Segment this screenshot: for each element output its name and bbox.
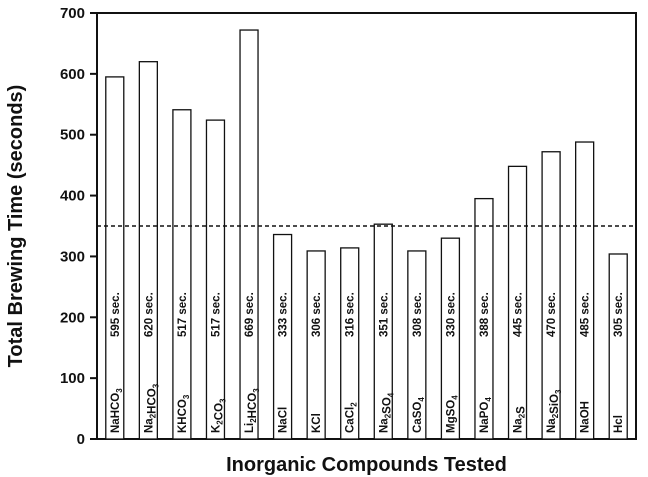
bar-value-label: 517 sec. <box>177 292 189 337</box>
bar-group: KHCO3 517 sec. <box>172 109 192 440</box>
bar-value-label: 316 sec. <box>345 292 357 337</box>
bar-label: Hcl <box>613 415 625 433</box>
y-tick-label: 400 <box>60 188 85 205</box>
bar <box>608 253 628 440</box>
y-tick-label: 100 <box>60 370 85 387</box>
bar-group: Na2S 445 sec. <box>507 165 528 440</box>
bar-label: NaPO4 <box>479 397 493 433</box>
bar-value-label: 595 sec. <box>110 292 122 337</box>
bar <box>239 29 259 440</box>
bar-group: K2CO3 517 sec. <box>205 119 227 440</box>
bar-label: Na2S <box>513 406 528 433</box>
bar-group: Na2SO4 351 sec. <box>373 223 395 440</box>
bar <box>105 76 125 440</box>
bar-group: NaOH 485 sec. <box>575 141 595 440</box>
bar <box>575 141 595 440</box>
bar-group: NaPO4 388 sec. <box>474 197 494 440</box>
bar-value-label: 351 sec. <box>378 292 390 337</box>
bar-group: NaCl 333 sec. <box>272 233 293 440</box>
y-tick-label: 0 <box>77 431 85 448</box>
bar-value-label: 308 sec. <box>412 292 424 337</box>
bar-label: CaCl2 <box>345 402 359 433</box>
bar-value-label: 517 sec. <box>210 292 222 337</box>
bar <box>541 151 561 440</box>
y-tick-label: 200 <box>60 309 85 326</box>
bar-label: NaCl <box>278 407 290 433</box>
bar-group: CaSO4 308 sec. <box>407 250 427 440</box>
bar-value-label: 306 sec. <box>311 292 323 337</box>
bar-value-label: 305 sec. <box>613 292 625 337</box>
bar-label: K2CO3 <box>210 398 227 433</box>
bar-value-label: 470 sec. <box>546 292 558 337</box>
bar <box>507 165 528 440</box>
bar-label: Na2HCO3 <box>143 383 160 433</box>
y-tick-label: 700 <box>60 5 85 22</box>
bar-value-label: 330 sec. <box>445 292 457 337</box>
bar <box>272 233 293 440</box>
bars: NaHCO3 595 sec. Na2HCO3 620 sec. KHCO3 517 se… <box>105 29 628 440</box>
bar-label: Na2SiO3 <box>546 389 563 433</box>
bar-group: CaCl2 316 sec. <box>340 247 360 440</box>
bar-group: NaHCO3 595 sec. <box>105 76 125 440</box>
bar-label: NaHCO3 <box>110 388 124 433</box>
bar-value-label: 388 sec. <box>479 292 491 337</box>
bar <box>340 247 360 440</box>
bar-label: KHCO3 <box>177 394 191 433</box>
bar <box>138 61 158 440</box>
bar <box>474 197 494 440</box>
bar-label: KCl <box>311 413 323 433</box>
y-tick-label: 500 <box>60 127 85 144</box>
bar-value-label: 445 sec. <box>513 292 525 337</box>
y-axis: 0 100 200 300 400 500 600 700 <box>60 5 97 448</box>
y-axis-title: Total Brewing Time (seconds) <box>5 85 27 368</box>
bar-label: CaSO4 <box>412 397 426 433</box>
bar-label: Na2SO4 <box>378 392 395 433</box>
bar <box>440 237 461 440</box>
y-tick-label: 600 <box>60 66 85 83</box>
bar-label: NaOH <box>580 401 592 433</box>
bar-value-label: 485 sec. <box>580 292 592 337</box>
y-tick-label: 300 <box>60 248 85 265</box>
bar <box>306 250 326 440</box>
bar-label: Li2HCO3 <box>244 388 261 433</box>
bar-group: Li2HCO3 669 sec. <box>239 29 261 440</box>
bar <box>407 250 427 440</box>
bar-value-label: 620 sec. <box>143 292 155 337</box>
bar <box>205 119 226 440</box>
x-axis-title: Inorganic Compounds Tested <box>226 454 507 476</box>
bar-value-label: 669 sec. <box>244 292 256 337</box>
bar-group: Na2SiO3 470 sec. <box>541 151 563 440</box>
bar-group: KCl 306 sec. <box>306 250 326 440</box>
bar <box>373 223 393 440</box>
bar <box>172 109 192 440</box>
bar-group: Na2HCO3 620 sec. <box>138 61 160 440</box>
bar-label: MgSO4 <box>445 395 459 433</box>
bar-value-label: 333 sec. <box>278 292 290 337</box>
bar-group: MgSO4 330 sec. <box>440 237 461 440</box>
bar-group: Hcl 305 sec. <box>608 253 628 440</box>
